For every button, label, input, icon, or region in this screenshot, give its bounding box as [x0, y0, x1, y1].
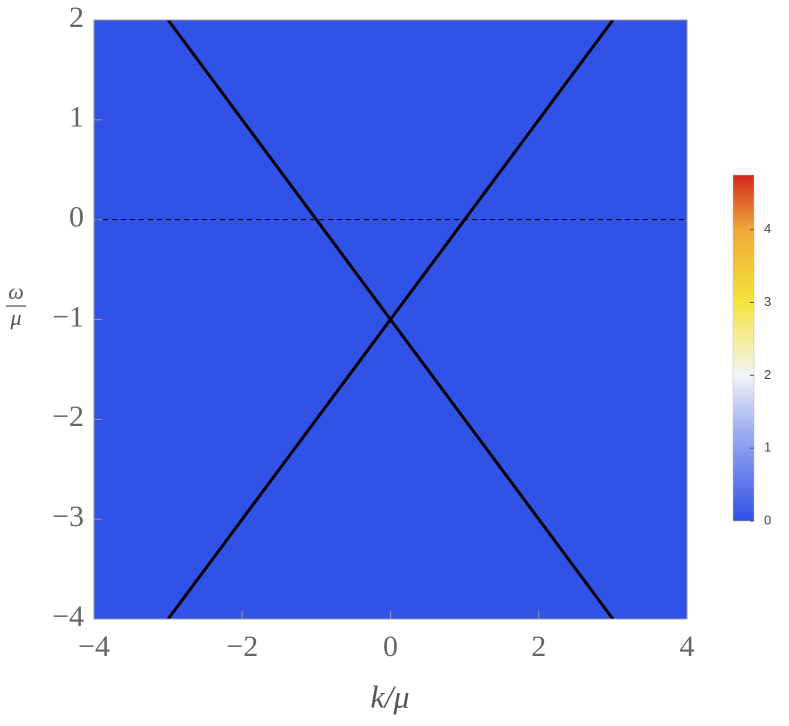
plot-area: [94, 20, 687, 619]
colorbar-tick-label: 2: [764, 367, 771, 382]
x-tick-label: −4: [78, 630, 110, 663]
y-tick-label: −1: [52, 300, 84, 333]
colorbar-tick-label: 0: [764, 512, 771, 527]
y-tick-label: 2: [69, 1, 84, 34]
dispersion-line: [166, 20, 615, 619]
y-tick-label: 0: [69, 201, 84, 234]
x-axis-label: k/μ: [370, 678, 409, 714]
x-tick-label: 4: [680, 630, 695, 663]
colorbar-tick-label: 1: [764, 440, 771, 455]
x-tick-label: −2: [226, 630, 258, 663]
x-tick-label: 0: [383, 630, 398, 663]
colorbar-tick-label: 4: [764, 221, 771, 236]
y-tick-label: −3: [52, 500, 84, 533]
y-tick-label: −2: [52, 400, 84, 433]
x-tick-label: 2: [531, 630, 546, 663]
y-axis-label-numerator: ω: [8, 279, 24, 304]
colorbar: [732, 174, 755, 522]
colorbar-tick-label: 3: [764, 294, 771, 309]
y-axis-label-denominator: μ: [9, 305, 21, 330]
y-tick-label: −4: [52, 600, 84, 633]
y-tick-label: 1: [69, 101, 84, 134]
